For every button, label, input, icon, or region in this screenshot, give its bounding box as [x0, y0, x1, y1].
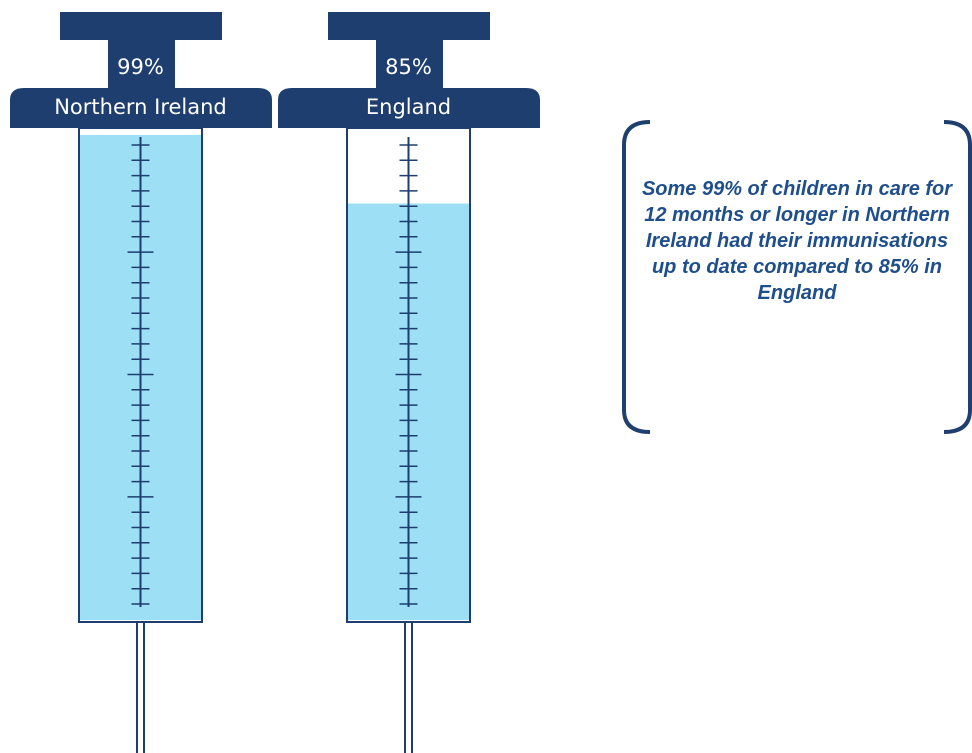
category-label: England	[366, 95, 451, 119]
plunger-top	[60, 12, 222, 40]
left-bracket	[622, 120, 651, 434]
annotation: Some 99% of children in care for 12 mont…	[641, 178, 953, 304]
plunger-stem	[108, 38, 175, 92]
brackets	[622, 120, 972, 434]
barrel	[78, 127, 203, 623]
barrel	[346, 127, 471, 623]
flange	[278, 88, 540, 128]
right-bracket	[943, 120, 972, 434]
plunger-stem	[376, 38, 443, 92]
category-label: Northern Ireland	[54, 95, 227, 119]
value-label: 85%	[385, 55, 432, 79]
plunger-top	[328, 12, 490, 40]
flange	[10, 88, 272, 128]
value-label: 99%	[117, 55, 164, 79]
